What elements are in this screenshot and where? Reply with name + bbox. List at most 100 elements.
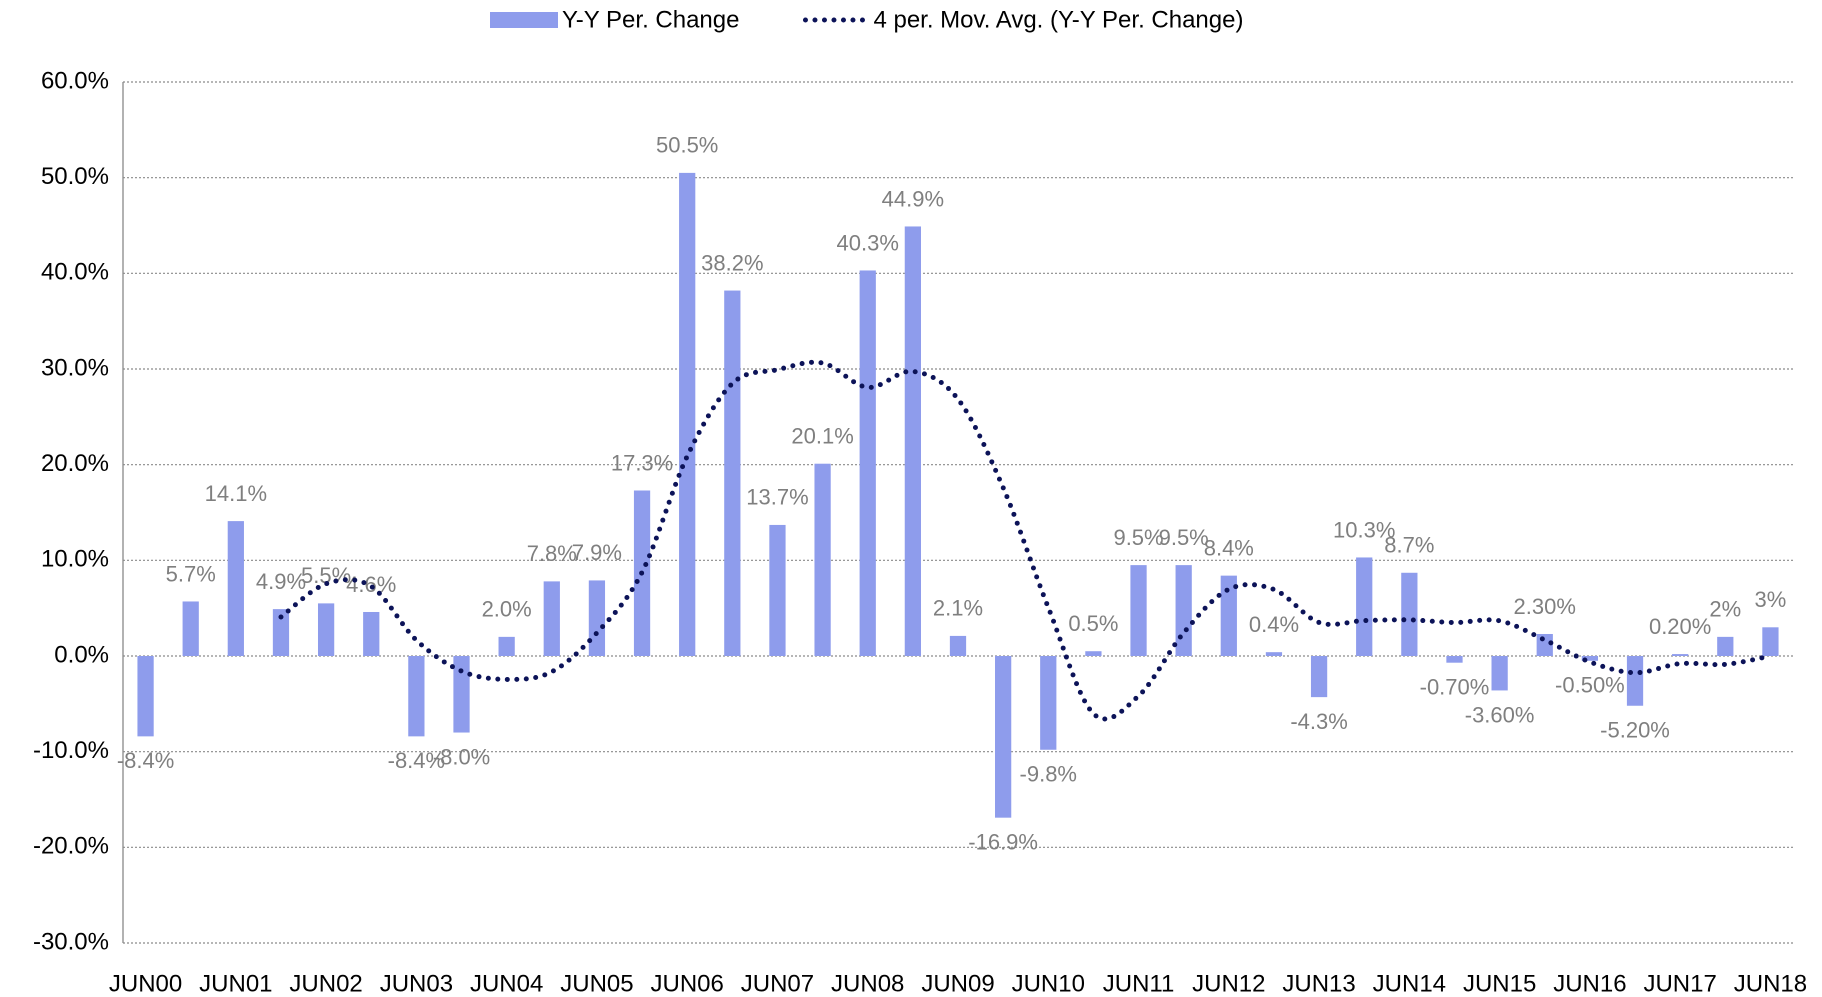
y-tick-label: 0.0% (54, 641, 109, 668)
x-tick-label: JUN00 (109, 970, 182, 997)
bar (679, 172, 696, 656)
data-label: 2.30% (1514, 594, 1576, 619)
bar (1356, 557, 1373, 656)
bar (453, 656, 470, 733)
x-tick-label: JUN12 (1192, 970, 1265, 997)
x-tick-label: JUN01 (199, 970, 272, 997)
legend-label: Y-Y Per. Change (562, 6, 739, 33)
bar (1672, 654, 1689, 656)
data-label: -3.60% (1465, 702, 1535, 727)
data-label: -5.20% (1600, 718, 1670, 743)
x-tick-label: JUN14 (1373, 970, 1446, 997)
bar (995, 656, 1012, 818)
data-label: 7.9% (572, 540, 622, 565)
x-tick-label: JUN18 (1734, 970, 1807, 997)
data-label: 0.4% (1249, 612, 1299, 637)
bar (137, 656, 154, 737)
data-label: 4.6% (346, 572, 396, 597)
x-tick-label: JUN16 (1553, 970, 1626, 997)
data-label: 8.4% (1204, 535, 1254, 560)
bar (317, 603, 335, 656)
bar (769, 524, 786, 656)
data-label: -0.50% (1555, 673, 1625, 698)
bar (1401, 572, 1418, 656)
x-tick-label: JUN08 (831, 970, 904, 997)
data-label: 10.3% (1333, 517, 1395, 542)
data-label: 2.1% (933, 596, 983, 621)
data-label: 0.5% (1068, 611, 1118, 636)
data-label: 2% (1709, 597, 1741, 622)
bar (1040, 656, 1057, 750)
x-tick-label: JUN10 (1012, 970, 1085, 997)
x-tick-label: JUN05 (560, 970, 633, 997)
bar (1175, 565, 1192, 656)
x-tick-label: JUN09 (921, 970, 994, 997)
x-tick-label: JUN17 (1643, 970, 1716, 997)
data-label: 2.0% (482, 597, 532, 622)
x-tick-label: JUN06 (651, 970, 724, 997)
y-tick-label: -20.0% (33, 833, 109, 860)
data-label: 3% (1755, 587, 1787, 612)
moving-average-line (278, 359, 1773, 722)
legend-label: 4 per. Mov. Avg. (Y-Y Per. Change) (873, 6, 1243, 33)
y-tick-label: -30.0% (33, 928, 109, 955)
y-tick-label: 60.0% (41, 67, 109, 94)
data-label: -4.3% (1290, 709, 1347, 734)
bar (1085, 651, 1102, 656)
y-tick-label: 20.0% (41, 450, 109, 477)
bar (588, 580, 606, 656)
x-tick-label: JUN11 (1103, 970, 1175, 997)
data-label: -9.8% (1020, 762, 1077, 787)
data-label: 9.5% (1159, 525, 1209, 550)
bar (814, 463, 831, 656)
bar (1762, 627, 1779, 656)
data-label: 38.2% (701, 250, 763, 275)
data-label: 13.7% (746, 485, 808, 510)
data-label: 40.3% (837, 230, 899, 255)
data-label: 17.3% (611, 450, 673, 475)
bar (408, 656, 425, 737)
bar (1310, 656, 1328, 698)
y-tick-label: -10.0% (33, 737, 109, 764)
x-tick-label: JUN13 (1282, 970, 1355, 997)
bar (363, 611, 380, 656)
data-label: -16.9% (968, 829, 1038, 854)
data-label: -8.0% (433, 744, 490, 769)
data-label: 9.5% (1113, 525, 1163, 550)
bar (498, 636, 515, 656)
data-label: 7.8% (527, 541, 577, 566)
data-label: 50.5% (656, 133, 718, 158)
y-tick-label: 30.0% (41, 354, 109, 381)
y-tick-label: 10.0% (41, 546, 109, 573)
bar (1491, 656, 1508, 691)
bar (543, 581, 560, 656)
data-label: -8.4% (117, 748, 174, 773)
bar (227, 521, 244, 656)
data-label: 44.9% (882, 186, 944, 211)
data-label: 5.7% (166, 561, 216, 586)
legend-swatch (490, 12, 558, 28)
x-tick-label: JUN15 (1463, 970, 1536, 997)
bar (1717, 636, 1734, 656)
data-label: -8.4% (388, 748, 445, 773)
bar (904, 226, 921, 656)
bar (724, 290, 741, 656)
data-label: 14.1% (205, 481, 267, 506)
y-tick-label: 50.0% (41, 163, 109, 190)
bar (1626, 656, 1644, 706)
bar (182, 601, 199, 656)
x-tick-label: JUN03 (380, 970, 453, 997)
bar (1265, 652, 1283, 656)
bar (1220, 575, 1237, 656)
bar (1581, 656, 1599, 661)
bar (949, 635, 967, 656)
bar (272, 609, 290, 656)
data-label: 4.9% (256, 569, 306, 594)
y-tick-label: 40.0% (41, 259, 109, 286)
data-label: 8.7% (1384, 533, 1434, 558)
bar (1130, 565, 1147, 656)
bar (1446, 656, 1463, 663)
data-label: 20.1% (791, 424, 853, 449)
data-label: -0.70% (1420, 675, 1490, 700)
